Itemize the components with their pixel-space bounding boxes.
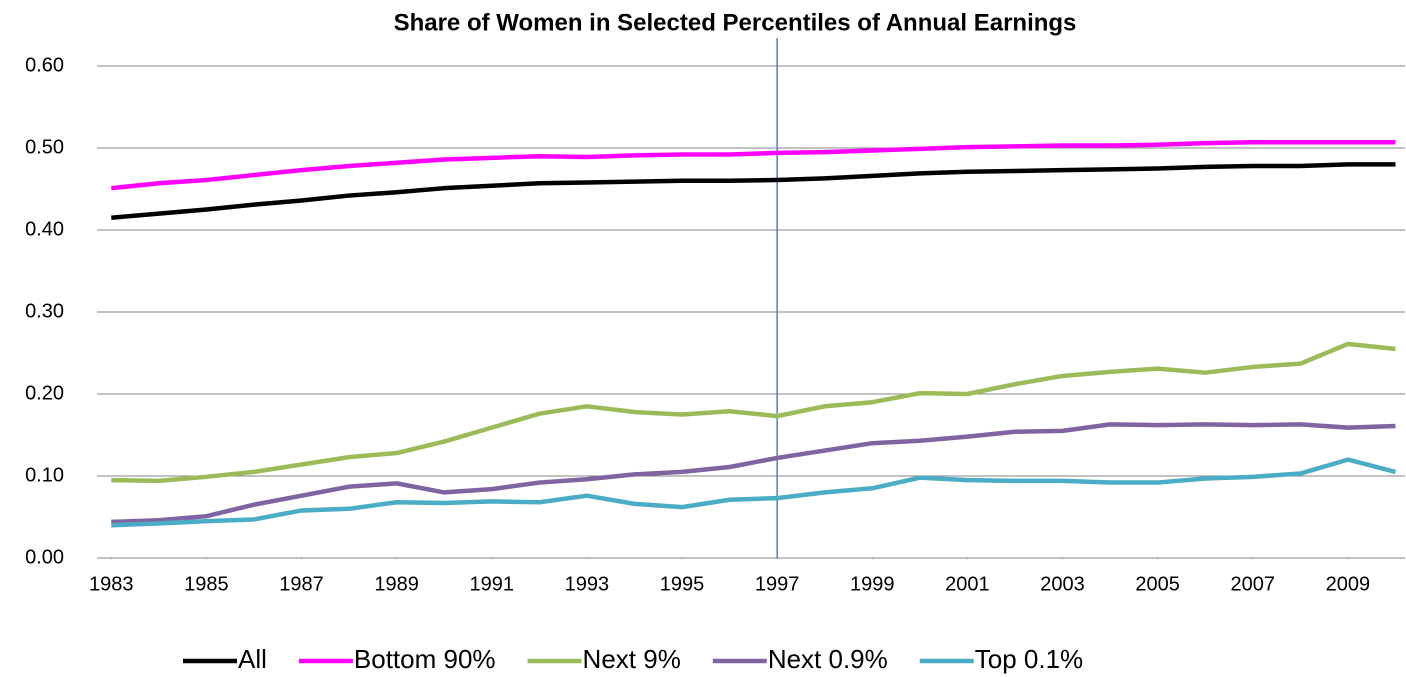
y-tick-label: 0.10 (25, 464, 64, 486)
y-tick-label: 0.50 (25, 136, 64, 158)
x-tick-label: 1995 (660, 573, 705, 595)
series-line (111, 457, 1397, 528)
legend: All Bottom 90% Next 9% Next 0.9% Top 0.1% (183, 644, 1083, 674)
x-tick-label: 2001 (945, 573, 990, 595)
x-tick-label: 2007 (1231, 573, 1276, 595)
y-tick-label: 0.00 (25, 546, 64, 568)
x-tick-label: 1997 (755, 573, 800, 595)
y-tick-label: 0.20 (25, 382, 64, 404)
legend-label: Bottom 90% (354, 644, 496, 674)
x-tick-label: 2009 (1326, 573, 1371, 595)
series-line (111, 341, 1396, 484)
x-tick-label: 1987 (279, 573, 324, 595)
x-tick-label: 2003 (1040, 573, 1085, 595)
x-tick-label: 1999 (850, 573, 895, 595)
legend-label: Top 0.1% (975, 644, 1083, 674)
series-line (111, 422, 1396, 525)
y-tick-label: 0.40 (25, 218, 64, 240)
legend-label: Next 9% (583, 644, 681, 674)
legend-label: All (238, 644, 267, 674)
series-line (111, 162, 1396, 220)
x-tick-label: 1985 (184, 573, 229, 595)
chart-title: Share of Women in Selected Percentiles o… (394, 9, 1077, 36)
x-tick-label: 1989 (374, 573, 419, 595)
x-tick-label: 1983 (89, 573, 134, 595)
y-tick-label: 0.60 (25, 54, 64, 76)
x-tick-label: 1993 (565, 573, 610, 595)
x-tick-label: 1991 (470, 573, 515, 595)
legend-label: Next 0.9% (768, 644, 888, 674)
x-tick-label: 2005 (1135, 573, 1180, 595)
series-line (111, 140, 1396, 191)
y-tick-label: 0.30 (25, 300, 64, 322)
